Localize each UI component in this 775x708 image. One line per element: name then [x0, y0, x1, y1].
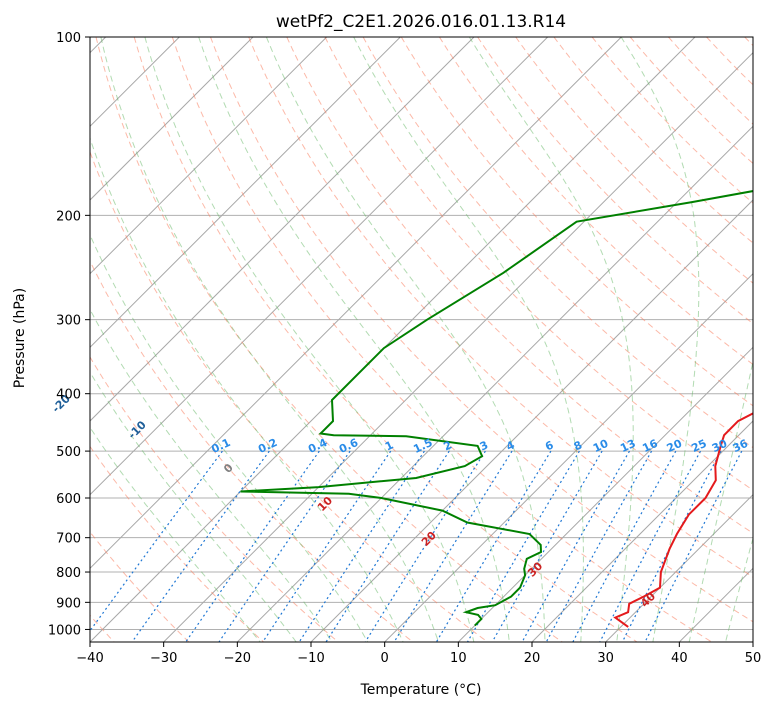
mixing-ratio-line	[298, 450, 425, 642]
moist-adiabat-line	[620, 37, 700, 642]
line-labels: -100-90-80-70-60-50-40-30-20-10010203040…	[0, 363, 751, 610]
mixing-ratio-line	[491, 450, 603, 642]
plot-frame	[89, 36, 754, 643]
x-tick-label: 40	[671, 651, 688, 666]
series-layer	[240, 190, 753, 628]
moist-adiabat-line	[90, 308, 333, 642]
mixing-ratio-line	[364, 450, 486, 642]
x-tick-label: −10	[297, 651, 324, 666]
y-tick-label: 100	[56, 31, 81, 46]
y-tick-label: 600	[56, 492, 81, 507]
dry-adiabat-line	[90, 259, 414, 642]
dry-adiabat-line	[95, 37, 563, 642]
y-tick-label: 1000	[48, 623, 81, 638]
moist-adiabat-line	[144, 37, 475, 642]
dry-adiabat-line	[286, 37, 753, 534]
moist-adiabat-line	[725, 536, 753, 642]
isotherm-line	[163, 51, 753, 642]
mixing-ratio-line	[131, 450, 270, 642]
mixing-ratio-line	[466, 450, 580, 642]
mixing-ratio-label: 30	[710, 437, 730, 455]
x-tick-label: 10	[450, 651, 467, 666]
mixing-ratio-line	[435, 450, 552, 642]
dry-adiabat-line	[324, 37, 753, 491]
isotherm-line	[457, 346, 753, 642]
dry-adiabat-line	[90, 356, 339, 642]
y-tick-label: 900	[56, 596, 81, 611]
isotherm-line	[384, 272, 753, 642]
isotherm-line	[236, 125, 753, 642]
x-tick-label: 20	[524, 651, 541, 666]
moist-adiabat-line	[100, 37, 439, 642]
moist-adiabat-line	[90, 426, 261, 642]
moist-adiabat-line	[688, 358, 753, 642]
dry-adiabat-line	[248, 37, 753, 578]
temperature-profile	[613, 412, 753, 628]
y-tick-label: 200	[56, 209, 81, 224]
mixing-ratio-label: 25	[689, 437, 708, 455]
mixing-ratio-line	[262, 450, 392, 642]
mixing-ratio-label: 13	[618, 437, 637, 455]
axes: −40 −30 −20 −10 0 10 20 30 40 50 100 200 300 400 500 60…	[48, 31, 761, 666]
mixing-ratio-line	[644, 450, 743, 642]
background-lines	[90, 37, 753, 642]
y-tick-label: 700	[56, 532, 81, 547]
isotherm-line	[90, 37, 475, 422]
x-tick-label: 0	[381, 651, 389, 666]
y-tick-label: 800	[56, 566, 81, 581]
dry-adiabat-line	[90, 445, 264, 642]
y-tick-label: 500	[56, 445, 81, 460]
dry-adiabat-line	[477, 37, 753, 325]
mixing-ratio-line	[325, 450, 450, 642]
mixing-ratio-line	[572, 450, 677, 642]
x-tick-label: −20	[224, 651, 251, 666]
dry-adiabat-line	[133, 37, 638, 642]
dry-adiabat-line	[438, 37, 753, 366]
isotherm-line	[605, 493, 753, 642]
mixing-ratio-label: 36	[731, 437, 751, 455]
mixing-ratio-line	[545, 450, 653, 642]
y-tick-label: 300	[56, 314, 81, 329]
isotherm-line	[90, 37, 328, 275]
isotherm-line	[90, 37, 696, 642]
chart-title: wetPf2_C2E1.2026.016.01.13.R14	[276, 12, 566, 32]
dry-adiabat-line	[210, 37, 753, 623]
mixing-ratio-line	[90, 450, 223, 632]
mixing-ratio-label: 16	[640, 437, 660, 455]
mixing-ratio-label: 20	[665, 437, 685, 455]
y-tick-label: 400	[56, 388, 81, 403]
dewpoint-profile	[240, 190, 753, 627]
x-tick-label: 50	[745, 651, 762, 666]
isotherm-line	[531, 420, 753, 642]
mixing-ratio-line	[521, 450, 631, 642]
isotherm-line	[90, 37, 254, 201]
x-tick-label: −40	[76, 651, 103, 666]
x-tick-label: −30	[150, 651, 177, 666]
x-tick-label: 30	[597, 651, 614, 666]
isotherm-line	[90, 37, 622, 570]
moist-adiabat-line	[90, 371, 297, 642]
moist-adiabat-line	[90, 233, 369, 642]
mixing-ratio-line	[393, 450, 513, 642]
isotherm-line	[90, 37, 401, 349]
y-axis-label: Pressure (hPa)	[12, 288, 28, 388]
x-axis-label: Temperature (°C)	[360, 682, 482, 698]
dry-adiabat-line	[171, 37, 712, 642]
moist-adiabat-line	[265, 37, 546, 642]
isotherm-line	[90, 37, 549, 496]
mixing-ratio-label: 10	[591, 437, 611, 455]
